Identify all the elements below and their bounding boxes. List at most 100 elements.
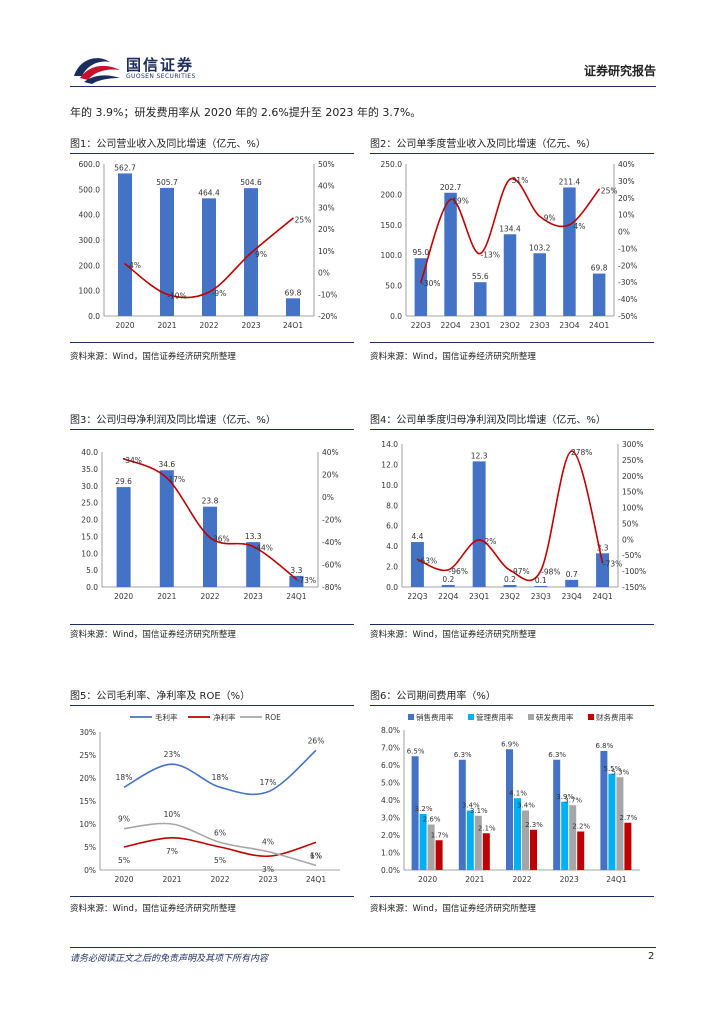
bar-value-label: 2.2% (572, 823, 590, 831)
x-tick-label: 2020 (114, 592, 133, 601)
bar (503, 584, 517, 587)
page-number: 2 (648, 951, 655, 962)
bar (608, 773, 616, 870)
bar (569, 805, 577, 870)
y-tick-label-right: 0% (618, 228, 630, 237)
y-tick-label-left: 20.0 (81, 516, 98, 525)
bar-value-label: 504.6 (240, 178, 262, 187)
bar-value-label: 95.0 (413, 248, 430, 257)
bar (482, 833, 490, 870)
bar-value-label: 6.3% (548, 751, 566, 759)
growth-point (166, 477, 168, 479)
y-tick-label-left: 500.0 (79, 185, 101, 194)
chart-net-profit-quarterly: 0.0 2.0 4.0 6.0 8.0 10.0 12.0 14.0 -150% -100% -50… (381, 440, 646, 601)
growth-value-label: 17% (168, 475, 185, 484)
y-tick-label-left: 15.0 (81, 532, 98, 541)
y-tick-label-right: 0% (318, 269, 330, 278)
y-tick-label: 7.0% (381, 744, 400, 753)
bar-value-label: 103.2 (529, 243, 551, 252)
bar (286, 298, 300, 316)
figure-6: 图6：公司期间费用率（%） 0.0% 1.0% 2.0% 3.0% 4.0% 5.0% 6.… (370, 690, 654, 918)
source-note: 资料来源：Wind，国信证券经济研究所整理 (370, 352, 536, 362)
growth-point (122, 457, 125, 460)
legend-label: 研发费用率 (536, 712, 574, 722)
series-value-label: 6% (214, 828, 226, 837)
y-tick-label-right: -50% (618, 312, 637, 321)
source-note: 资料来源：Wind，国信证券经济研究所整理 (70, 904, 236, 914)
bar (592, 273, 606, 316)
series-value-label: 5% (118, 856, 130, 865)
bar (411, 756, 419, 870)
growth-point (540, 569, 542, 572)
bar-value-label: 0.1 (535, 576, 547, 585)
growth-point (250, 252, 252, 254)
legend-label: 管理费用率 (476, 712, 514, 722)
bar (561, 801, 569, 870)
bar (474, 815, 482, 870)
source-note: 资料来源：Wind，国信证券经济研究所整理 (370, 630, 536, 640)
y-tick-label-right: -10% (618, 244, 637, 253)
bar-value-label: 562.7 (114, 163, 136, 172)
bar (624, 822, 632, 870)
y-tick-label-left: 25.0 (81, 499, 98, 508)
series-value-label: 4% (262, 838, 274, 847)
y-tick-label-right: -20% (322, 516, 341, 525)
bar (533, 253, 546, 316)
x-tick-label: 24Q1 (606, 875, 626, 884)
bar (159, 470, 174, 587)
figure-title-rule (70, 153, 354, 154)
bar (577, 831, 585, 870)
bar-value-label: 3.4% (517, 802, 535, 810)
y-tick-label-left: 300.0 (79, 236, 101, 245)
growth-value-label: 25% (295, 215, 312, 224)
y-tick-label-left: 35.0 (81, 465, 98, 474)
series-line (123, 749, 317, 796)
growth-value-label: 34% (125, 456, 142, 465)
bar-value-label: 6.5% (407, 747, 425, 755)
y-tick-label-left: 250.0 (381, 160, 403, 169)
chart-revenue-quarterly: 0.0 50.0 100.0 150.0 200.0 250.0 -50% -40% -30% -… (381, 160, 638, 328)
y-tick-label: 6.0% (381, 761, 400, 770)
bar-value-label: 4.1% (509, 789, 527, 797)
x-tick-label: 2020 (114, 875, 133, 884)
y-tick-label: 0.0% (381, 866, 400, 875)
y-tick-label: 20% (79, 774, 96, 783)
y-tick-label-left: 4.0 (386, 542, 398, 551)
source-rule (370, 624, 654, 625)
growth-value-label: 25% (601, 186, 618, 195)
y-tick-label-left: 50.0 (385, 282, 402, 291)
y-tick-label: 30% (79, 728, 96, 737)
x-tick-label: 2023 (244, 592, 263, 601)
growth-point (601, 561, 604, 564)
x-tick-label: 24Q1 (589, 321, 609, 328)
y-tick-label-left: 0.0 (86, 583, 98, 592)
y-tick-label: 25% (79, 751, 96, 760)
bar (419, 814, 427, 870)
bar (534, 585, 548, 587)
growth-point (420, 281, 422, 284)
growth-value-label: 278% (571, 448, 592, 457)
legend-label: 净利率 (213, 712, 236, 722)
y-tick-label-left: 14.0 (381, 440, 398, 449)
bar (530, 829, 537, 870)
figure-1: 图1：公司营业收入及同比增速（亿元、%） 0.0 100.0 200.0 300.0 4… (70, 138, 354, 366)
bar-value-label: 69.8 (591, 264, 608, 273)
series-value-label: 10% (164, 810, 181, 819)
figure-5: 图5：公司毛利率、净利率及 ROE（%） 0% 5% 10% 15% 20% 25% 30%… (70, 690, 354, 918)
x-tick-label: 24Q1 (286, 592, 306, 601)
y-tick-label: 2.0% (381, 831, 400, 840)
growth-point (570, 450, 573, 452)
y-tick-label-right: 50% (318, 160, 335, 169)
source-note: 资料来源：Wind，国信证券经济研究所整理 (70, 630, 236, 640)
figure-title-rule (370, 705, 654, 706)
y-tick-label-right: 20% (322, 471, 339, 480)
y-tick-label-left: 0.0 (390, 312, 402, 321)
x-tick-label: 23Q1 (470, 321, 490, 328)
series-value-label: 26% (308, 736, 325, 745)
y-tick-label-left: 100.0 (381, 251, 403, 260)
y-tick-label-right: -20% (618, 261, 637, 270)
y-tick-label: 15% (79, 797, 96, 806)
bar-value-label: 464.4 (198, 188, 220, 197)
y-tick-label-right: 300% (622, 440, 643, 449)
bar-value-label: 2.6% (423, 816, 441, 824)
